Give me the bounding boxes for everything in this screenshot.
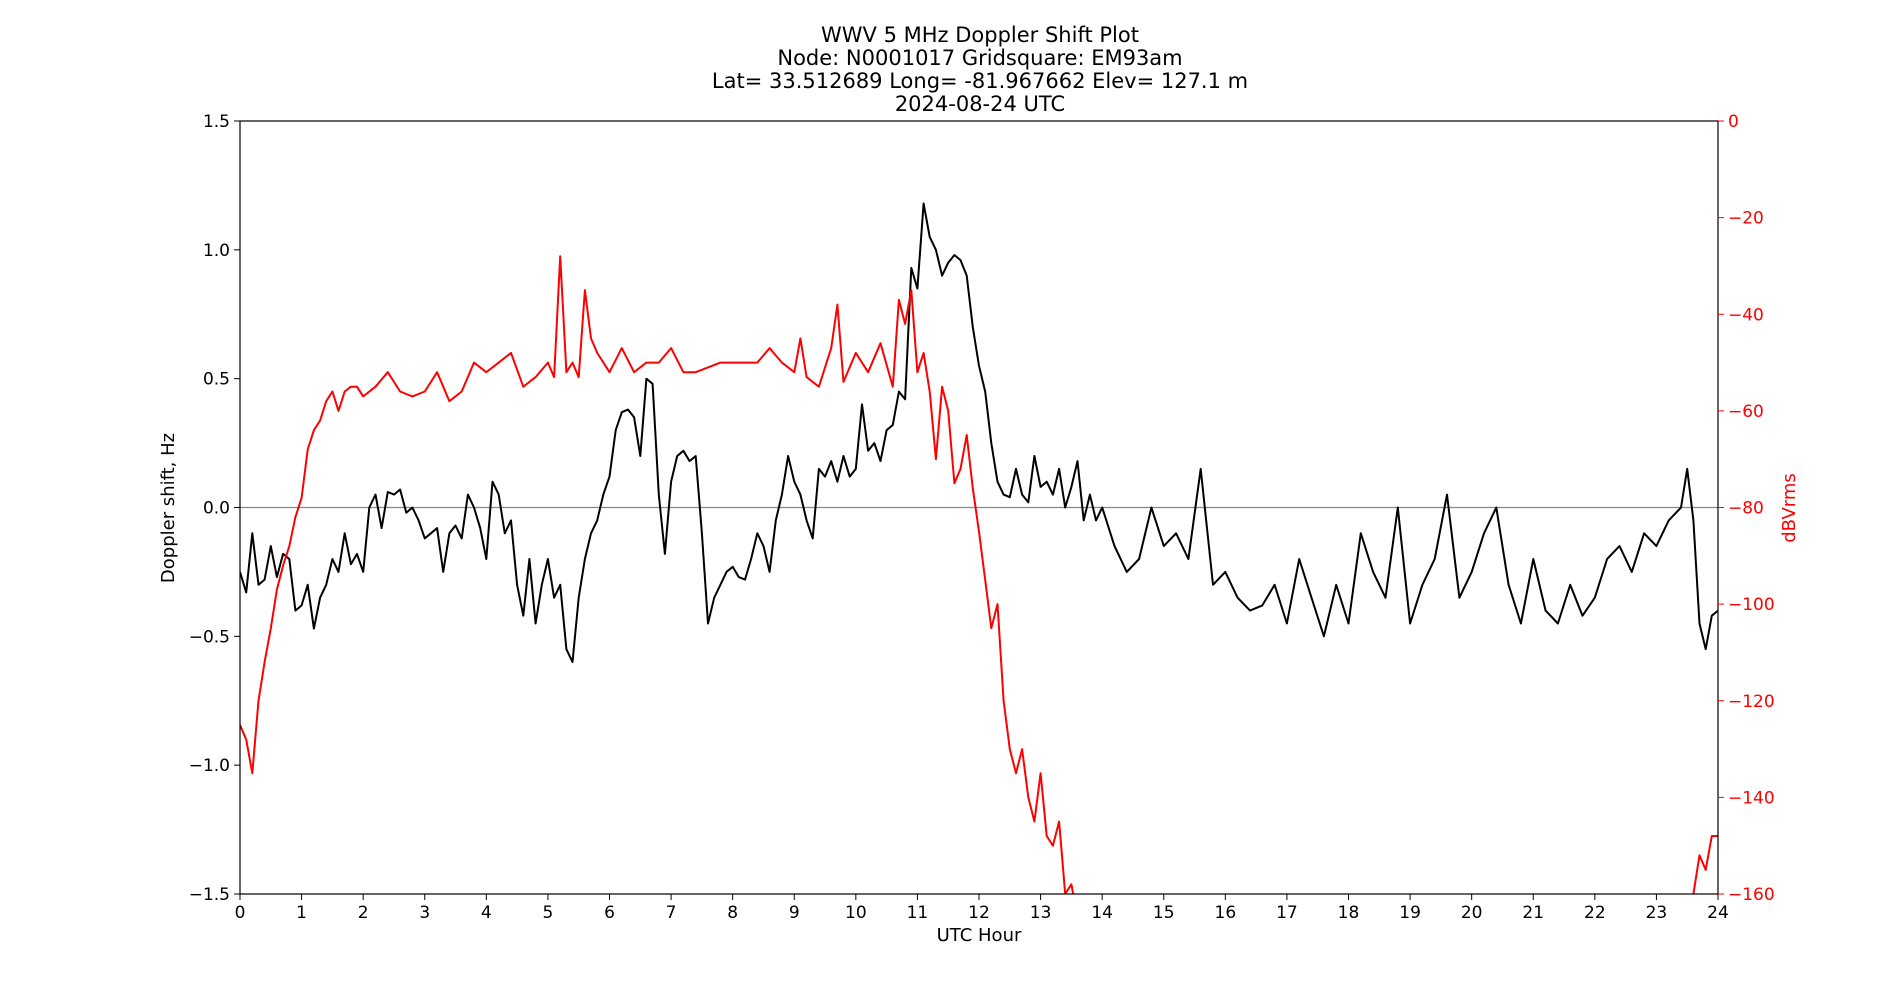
plot-area <box>240 202 1718 894</box>
x-tick-label: 21 <box>1522 903 1544 923</box>
y-axis-right: 0 −20 −40 −60 −80 −100 −120 −140 −160 <box>1718 112 1775 905</box>
x-tick-label: 23 <box>1646 903 1668 923</box>
y-tick-label-left: 0.0 <box>203 499 230 519</box>
y-tick-label-right: −60 <box>1728 402 1764 422</box>
x-tick-label: 19 <box>1399 903 1421 923</box>
x-tick-label: 16 <box>1215 903 1237 923</box>
signal-level-line-2 <box>1692 835 1718 894</box>
x-tick-label: 0 <box>235 903 246 923</box>
x-tick-label: 15 <box>1153 903 1175 923</box>
x-tick-label: 3 <box>419 903 430 923</box>
x-tick-label: 22 <box>1584 903 1606 923</box>
chart-title: WWV 5 MHz Doppler Shift Plot Node: N0001… <box>712 23 1248 116</box>
x-tick-label: 7 <box>666 903 677 923</box>
x-axis-label: UTC Hour <box>937 925 1022 946</box>
x-tick-label: 18 <box>1338 903 1360 923</box>
y-tick-label-left: 0.5 <box>203 370 230 390</box>
x-tick-label: 9 <box>789 903 800 923</box>
y-tick-label-right: −100 <box>1728 595 1775 615</box>
y-tick-label-left: 1.5 <box>203 112 230 132</box>
y-tick-label-left: −1.0 <box>189 756 230 776</box>
x-tick-label: 5 <box>543 903 554 923</box>
y-tick-label-left: 1.0 <box>203 241 230 261</box>
x-tick-label: 1 <box>296 903 307 923</box>
x-axis: 0 1 2 3 4 5 6 7 8 9 10 11 12 13 14 15 16 17 18 19 20 21 22 23 24 <box>235 894 1729 923</box>
signal-level-line-1 <box>240 255 1075 894</box>
y-tick-label-left: −0.5 <box>189 627 230 647</box>
title-line-4: 2024-08-24 UTC <box>895 92 1065 116</box>
x-tick-label: 8 <box>727 903 738 923</box>
x-tick-label: 6 <box>604 903 615 923</box>
x-tick-label: 20 <box>1461 903 1483 923</box>
x-tick-label: 13 <box>1030 903 1052 923</box>
x-tick-label: 24 <box>1707 903 1729 923</box>
y-tick-label-right: −20 <box>1728 209 1764 229</box>
x-tick-label: 17 <box>1276 903 1298 923</box>
x-tick-label: 2 <box>358 903 369 923</box>
y-axis-label-right: dBVrms <box>1779 473 1800 543</box>
title-line-1: WWV 5 MHz Doppler Shift Plot <box>821 23 1139 47</box>
x-tick-label: 10 <box>845 903 867 923</box>
title-line-3: Lat= 33.512689 Long= -81.967662 Elev= 12… <box>712 69 1248 93</box>
y-axis-left: 1.5 1.0 0.5 0.0 −0.5 −1.0 −1.5 <box>189 112 240 905</box>
y-tick-label-right: −40 <box>1728 305 1764 325</box>
title-line-2: Node: N0001017 Gridsquare: EM93am <box>777 46 1182 70</box>
y-axis-label-left: Doppler shift, Hz <box>158 433 179 583</box>
x-tick-label: 4 <box>481 903 492 923</box>
x-tick-label: 12 <box>968 903 990 923</box>
x-tick-label: 11 <box>907 903 929 923</box>
y-tick-label-right: −160 <box>1728 885 1775 905</box>
y-tick-label-right: −140 <box>1728 788 1775 808</box>
y-tick-label-left: −1.5 <box>189 885 230 905</box>
y-tick-label-right: −120 <box>1728 692 1775 712</box>
y-tick-label-right: −80 <box>1728 499 1764 519</box>
x-tick-label: 14 <box>1091 903 1113 923</box>
doppler-shift-line-0 <box>240 202 1718 664</box>
y-tick-label-right: 0 <box>1728 112 1739 132</box>
